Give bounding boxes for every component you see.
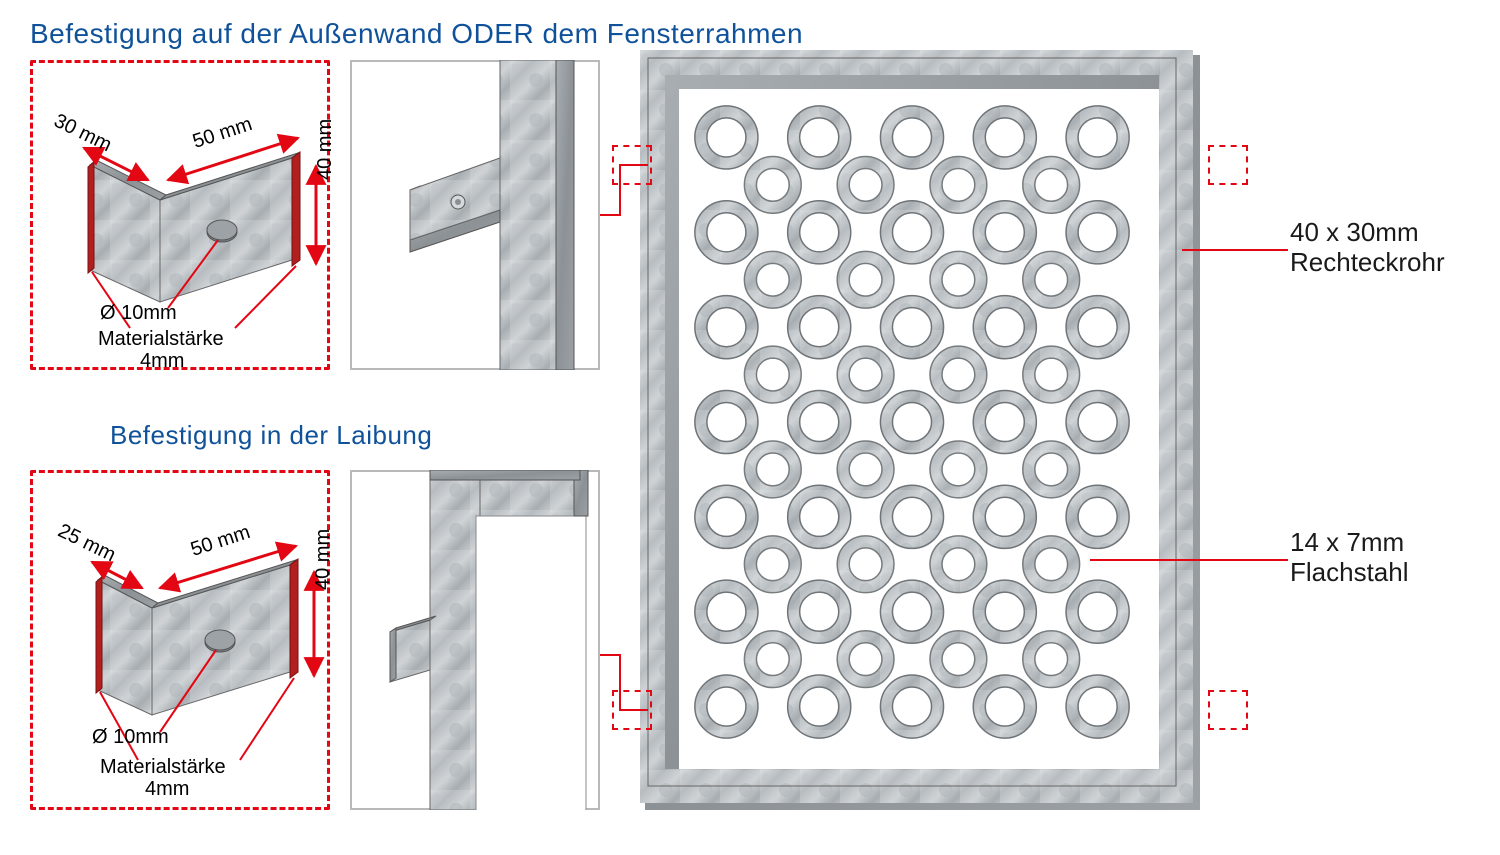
callout-bar-line1: 14 x 7mm (1290, 527, 1404, 557)
callout-frame-line1: 40 x 30mm (1290, 217, 1419, 247)
callout-bar-line2: Flachstahl (1290, 557, 1409, 587)
callout-bar: 14 x 7mm Flachstahl (1290, 528, 1409, 588)
dim-bot-thick-label: Materialstärke (100, 756, 226, 779)
callout-frame-line2: Rechteckrohr (1290, 247, 1445, 277)
dim-top-h: 40 mm (314, 119, 337, 180)
dim-top-hole: Ø 10mm (100, 302, 177, 325)
title-top: Befestigung auf der Außenwand ODER dem F… (30, 18, 803, 50)
marker-top-left (612, 145, 652, 185)
callout-frame: 40 x 30mm Rechteckrohr (1290, 218, 1445, 278)
marker-top-right (1208, 145, 1248, 185)
title-middle: Befestigung in der Laibung (110, 420, 432, 451)
detail-top-drawing (350, 60, 600, 370)
dim-bot-thick-val: 4mm (145, 778, 189, 801)
dim-bot-hole: Ø 10mm (92, 726, 169, 749)
dim-bot-h: 40 mm (312, 529, 335, 590)
detail-bottom-drawing (350, 470, 600, 810)
marker-bot-right (1208, 690, 1248, 730)
grille-drawing (640, 50, 1200, 810)
dim-top-thick-label: Materialstärke (98, 328, 224, 351)
bracket-top-drawing (30, 60, 330, 370)
dim-top-thick-val: 4mm (140, 350, 184, 373)
marker-bot-left (612, 690, 652, 730)
